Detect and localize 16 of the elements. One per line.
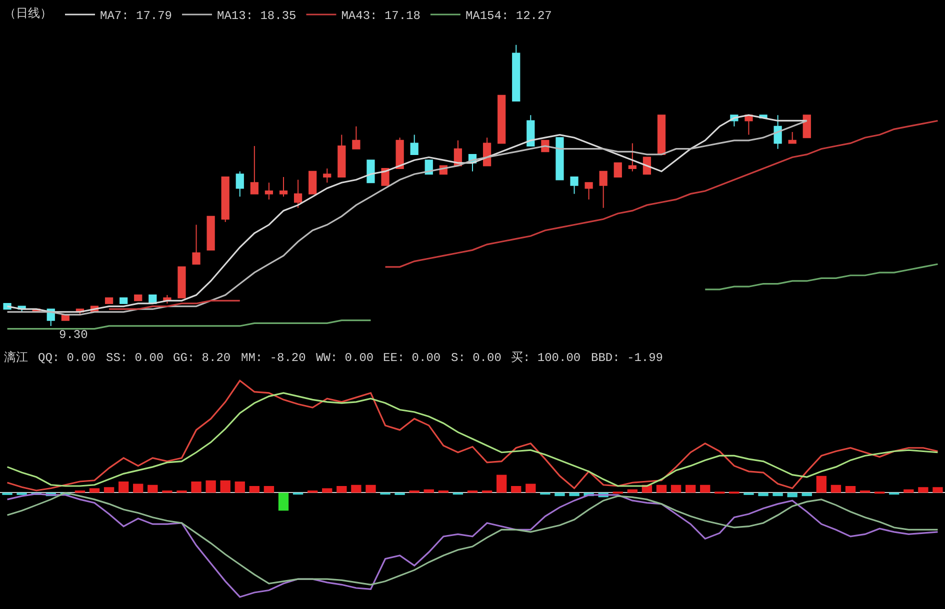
text: GG: 8.20 (173, 351, 231, 365)
legend-label: MA7: 17.79 (100, 9, 172, 24)
chart-title: 漓江 (4, 350, 28, 365)
text: WW: 0.00 (316, 351, 374, 365)
legend-label: MA43: 17.18 (341, 9, 420, 24)
legend-label: MA154: 12.27 (465, 9, 552, 24)
text: EE: 0.00 (383, 351, 441, 365)
text: MM: -8.20 (241, 351, 306, 365)
legend-label: MA13: 18.35 (217, 9, 296, 24)
text: SS: 0.00 (106, 351, 164, 365)
text: S: 0.00 (451, 351, 502, 365)
text: 买: 100.00 (511, 351, 581, 365)
text: BBD: -1.99 (591, 351, 664, 365)
text: QQ: 0.00 (38, 351, 96, 365)
chart-title: （日线） (4, 7, 52, 21)
annotation: 9.30 (59, 328, 88, 342)
